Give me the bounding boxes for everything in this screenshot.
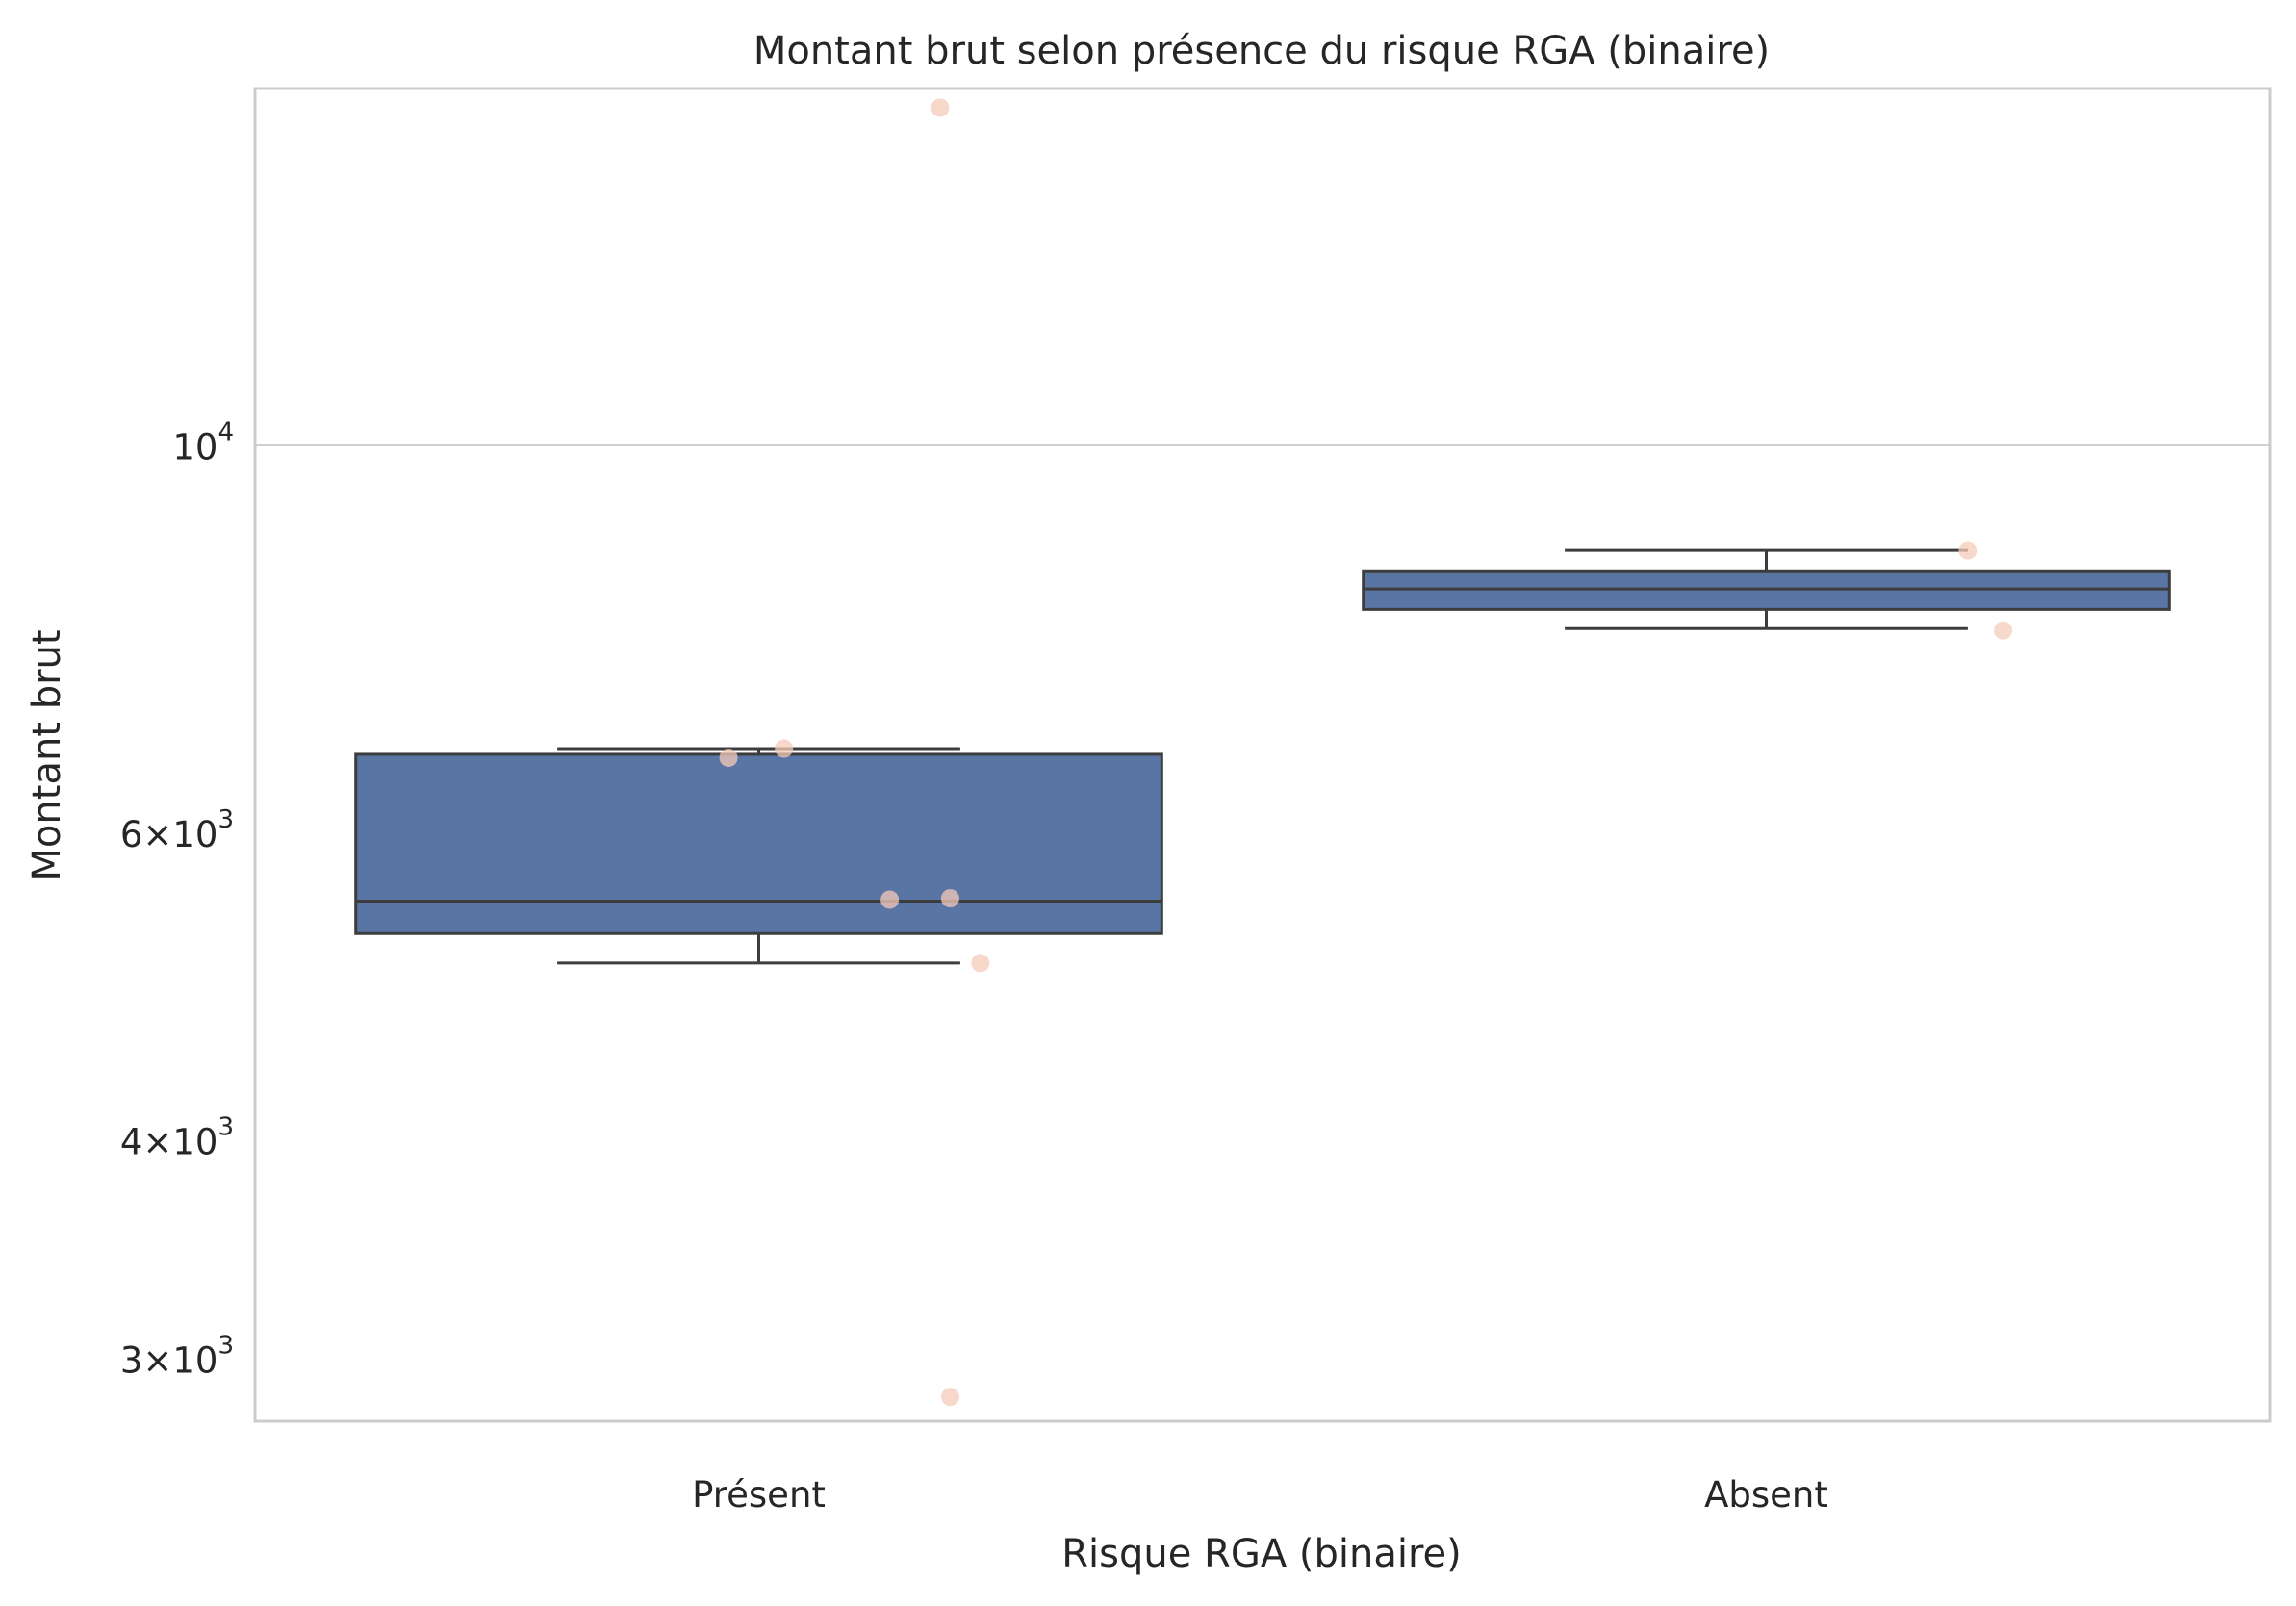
chart-title: Montant brut selon présence du risque RG… bbox=[753, 29, 1770, 73]
plot-frame bbox=[253, 87, 2272, 1423]
y-tick-label: 4×103 bbox=[120, 1113, 234, 1163]
y-tick-label: 6×103 bbox=[120, 805, 234, 855]
y-tick-label: 104 bbox=[172, 418, 234, 468]
data-point bbox=[971, 954, 990, 973]
box-body bbox=[354, 752, 1163, 935]
data-point bbox=[880, 890, 900, 909]
x-tick-label: Présent bbox=[692, 1474, 826, 1516]
data-point bbox=[775, 739, 794, 758]
y-tick-labels: 3×103 4×103 6×103 104 bbox=[120, 418, 234, 1381]
boxes bbox=[354, 548, 2171, 965]
box-0 bbox=[354, 747, 1163, 965]
data-point bbox=[719, 749, 738, 768]
data-point bbox=[1994, 621, 2013, 640]
data-point bbox=[1958, 541, 1977, 560]
y-axis-label: Montant brut bbox=[25, 629, 69, 880]
data-points bbox=[719, 98, 2013, 1407]
y-tick-label: 3×103 bbox=[120, 1331, 234, 1381]
data-point bbox=[940, 1388, 959, 1407]
data-point bbox=[940, 889, 959, 908]
x-tick-labels: Présent Absent bbox=[692, 1474, 1828, 1516]
box-1 bbox=[1362, 548, 2171, 630]
data-point bbox=[931, 98, 950, 117]
x-axis-label: Risque RGA (binaire) bbox=[1061, 1532, 1462, 1576]
x-tick-label: Absent bbox=[1704, 1474, 1828, 1516]
